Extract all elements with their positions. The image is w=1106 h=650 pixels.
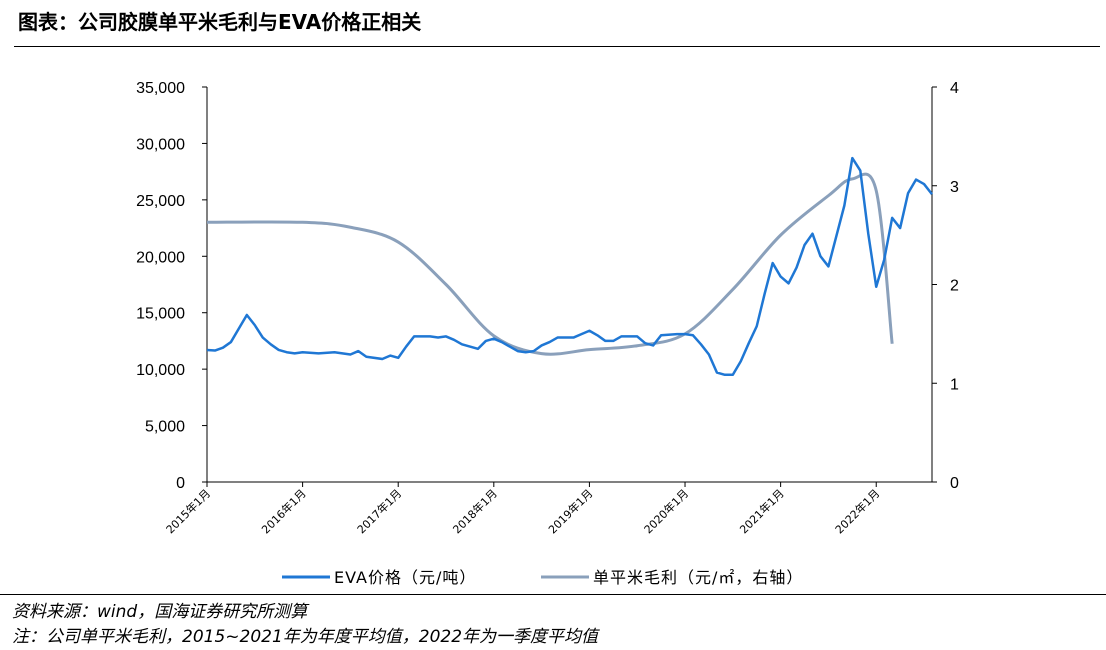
chart: 0 5,000 10,000 15,000 20,000 25,000 30,000 35,0…	[136, 80, 959, 587]
left-tick-label: 10,000	[136, 362, 185, 379]
right-tick-label: 0	[950, 475, 959, 492]
source-note: 资料来源：wind，国海证券研究所测算	[12, 602, 308, 622]
right-axis: 0 1 2 3 4	[931, 80, 959, 492]
x-tick-label: 2018年1月	[450, 486, 500, 536]
x-tick-label: 2017年1月	[354, 486, 404, 536]
left-tick-label: 15,000	[136, 306, 185, 323]
right-tick-label: 1	[950, 376, 959, 393]
x-tick-label: 2021年1月	[737, 486, 787, 536]
series-line-eva	[206, 156, 933, 377]
x-tick-label: 2020年1月	[641, 486, 691, 536]
left-tick-label: 0	[176, 475, 185, 492]
left-tick-label: 20,000	[136, 249, 185, 266]
x-axis: 2015年1月 2016年1月 2017年1月 2018年1月 2019年1月 2020年…	[163, 481, 932, 536]
x-tick-label: 2015年1月	[163, 486, 213, 536]
notes-divider	[0, 594, 1106, 595]
x-tick-label: 2022年1月	[832, 486, 882, 536]
series-line-margin	[206, 172, 894, 356]
left-tick-label: 30,000	[136, 136, 185, 153]
footnote: 注：公司单平米毛利，2015~2021年为年度平均值，2022年为一季度平均值	[12, 627, 599, 647]
x-tick-label: 2016年1月	[259, 486, 309, 536]
x-tick-label: 2019年1月	[545, 486, 595, 536]
legend: EVA价格（元/吨） 单平米毛利（元/㎡，右轴）	[282, 568, 803, 587]
page-title: 图表：公司胶膜单平米毛利与EVA价格正相关	[18, 10, 422, 34]
left-axis: 0 5,000 10,000 15,000 20,000 25,000 30,000 35,0…	[136, 80, 208, 492]
left-tick-label: 5,000	[145, 419, 185, 436]
legend-label-eva: EVA价格（元/吨）	[334, 568, 476, 587]
right-tick-label: 2	[950, 278, 959, 295]
right-tick-label: 4	[950, 80, 959, 97]
right-tick-label: 3	[950, 179, 959, 196]
title-divider	[14, 46, 1100, 47]
legend-label-margin: 单平米毛利（元/㎡，右轴）	[593, 568, 803, 587]
left-tick-label: 35,000	[136, 80, 185, 97]
left-tick-label: 25,000	[136, 193, 185, 210]
